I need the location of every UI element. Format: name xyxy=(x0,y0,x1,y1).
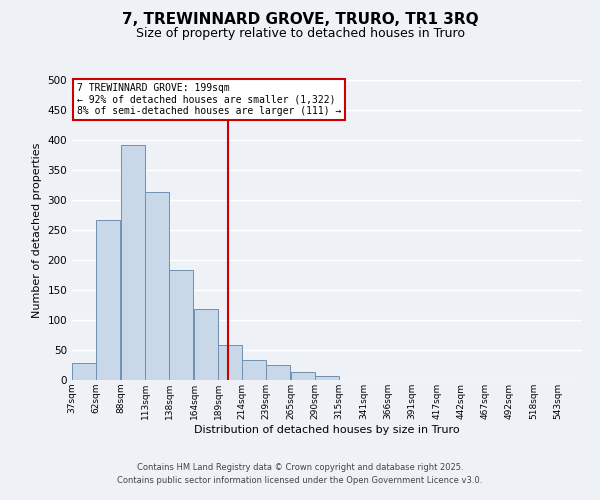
Text: 7, TREWINNARD GROVE, TRURO, TR1 3RQ: 7, TREWINNARD GROVE, TRURO, TR1 3RQ xyxy=(122,12,478,28)
Bar xyxy=(194,308,218,380)
X-axis label: Distribution of detached houses by size in Truro: Distribution of detached houses by size … xyxy=(194,424,460,434)
Bar xyxy=(266,365,290,380)
Bar xyxy=(145,192,169,380)
Bar xyxy=(121,145,145,380)
Bar xyxy=(315,376,339,380)
Text: Size of property relative to detached houses in Truro: Size of property relative to detached ho… xyxy=(136,28,464,40)
Bar xyxy=(242,360,266,380)
Bar xyxy=(169,270,193,380)
Text: Contains HM Land Registry data © Crown copyright and database right 2025.: Contains HM Land Registry data © Crown c… xyxy=(137,464,463,472)
Text: Contains public sector information licensed under the Open Government Licence v3: Contains public sector information licen… xyxy=(118,476,482,485)
Bar xyxy=(96,220,120,380)
Bar xyxy=(218,344,242,380)
Bar xyxy=(72,363,96,380)
Bar xyxy=(291,372,315,380)
Y-axis label: Number of detached properties: Number of detached properties xyxy=(32,142,42,318)
Text: 7 TREWINNARD GROVE: 199sqm
← 92% of detached houses are smaller (1,322)
8% of se: 7 TREWINNARD GROVE: 199sqm ← 92% of deta… xyxy=(77,83,341,116)
